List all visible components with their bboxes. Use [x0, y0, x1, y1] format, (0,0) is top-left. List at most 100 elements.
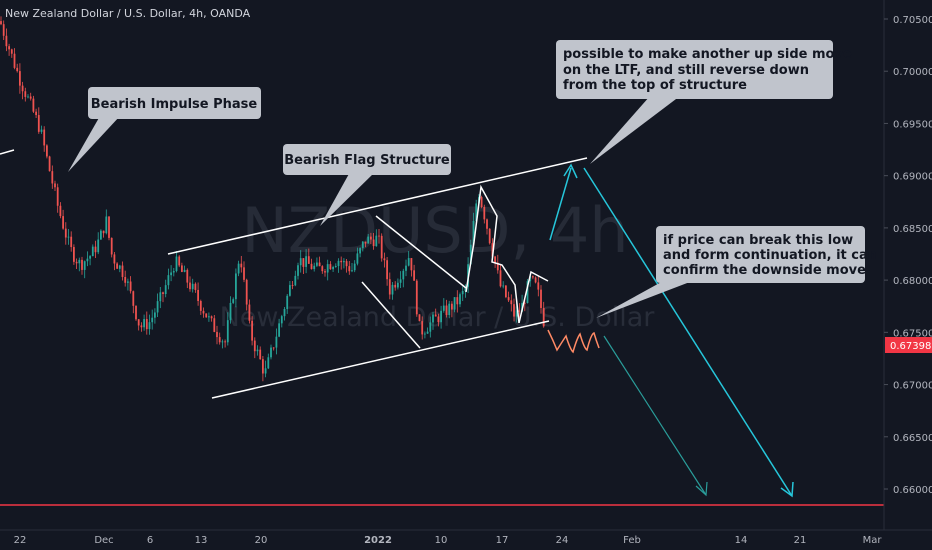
candle-body	[262, 359, 264, 374]
time-tick-label: Mar	[863, 535, 883, 546]
candle-body	[356, 253, 359, 264]
candle-body	[48, 156, 51, 172]
candle-body	[353, 263, 356, 271]
candle-body	[410, 258, 413, 271]
candle-body	[127, 281, 129, 283]
candle-body	[345, 261, 348, 267]
time-tick-label: 22	[14, 535, 27, 546]
candle-body	[116, 263, 118, 269]
candle-body	[129, 281, 132, 292]
candle-body	[507, 297, 510, 301]
candle-body	[237, 263, 240, 274]
candle-body	[194, 283, 197, 290]
candle-body	[367, 236, 370, 244]
candle-body	[40, 129, 43, 132]
candle-body	[208, 316, 210, 318]
time-tick-label: Feb	[623, 535, 641, 546]
candle-body	[121, 265, 124, 277]
price-tick-label: 0.68500	[893, 224, 932, 235]
price-tick-label: 0.68000	[893, 276, 932, 287]
price-tick-label: 0.67000	[893, 381, 932, 392]
candle-body	[156, 301, 159, 313]
swing-line-b	[361, 281, 421, 349]
candle-body	[181, 265, 183, 272]
candle-body	[515, 310, 518, 317]
swing-line-a	[375, 215, 467, 289]
projection-up-arrowhead	[563, 163, 578, 179]
candle-body	[456, 297, 459, 305]
callout-breakdown-line-1: if price can break this low	[663, 233, 853, 248]
candle-body	[534, 277, 537, 283]
candle-body	[46, 145, 48, 157]
candle-body	[19, 71, 21, 86]
candle-body	[370, 236, 372, 240]
candle-body	[159, 292, 162, 302]
candle-body	[421, 321, 424, 335]
candle-body	[424, 333, 426, 335]
candle-body	[216, 331, 218, 338]
candle-body	[302, 258, 305, 267]
candle-body	[89, 256, 91, 259]
candle-body	[232, 299, 235, 303]
candle-body	[8, 46, 10, 50]
candle-body	[13, 53, 16, 68]
candle-body	[100, 230, 102, 240]
candle-body	[286, 295, 289, 310]
candle-body	[29, 96, 32, 99]
candle-body	[73, 247, 75, 262]
time-axis[interactable]: 22 Dec 6 13 20 2022 10 17 24 Feb 14 21 Mar	[14, 535, 883, 546]
callout-flag[interactable]: Bearish Flag Structure	[283, 144, 451, 226]
candle-body	[453, 297, 456, 310]
candle-body	[537, 282, 540, 290]
candle-body	[418, 314, 421, 322]
candle-body	[124, 276, 127, 283]
callout-impulse[interactable]: Bearish Impulse Phase	[68, 87, 261, 172]
callout-breakdown[interactable]: if price can break this low and form con…	[596, 226, 877, 318]
candle-body	[218, 337, 221, 343]
candle-body	[172, 271, 175, 273]
candle-body	[540, 289, 542, 308]
candle-body	[62, 216, 64, 229]
candle-body	[505, 285, 507, 298]
candle-body	[75, 261, 78, 264]
candle-body	[97, 239, 100, 253]
impulse-trendline	[0, 149, 15, 155]
candle-body	[229, 302, 232, 321]
price-axis[interactable]: 0.70500 0.70000 0.69500 0.69000 0.68500 0.680…	[884, 15, 932, 496]
candle-body	[86, 258, 89, 262]
projection-alt-arrowhead	[695, 481, 708, 497]
channel-upper-line[interactable]	[167, 157, 588, 255]
candle-body	[364, 241, 367, 244]
time-tick-label: 20	[255, 535, 268, 546]
channel-lower-line[interactable]	[211, 320, 550, 399]
time-tick-label: 2022	[364, 535, 392, 546]
candle-body	[83, 261, 86, 270]
candle-body	[37, 115, 40, 132]
candle-body	[248, 304, 251, 321]
callout-upside[interactable]: possible to make another up side move on…	[556, 40, 852, 164]
candle-body	[251, 320, 253, 341]
candle-body	[164, 285, 167, 294]
candle-body	[488, 228, 491, 244]
candle-body	[67, 236, 70, 238]
candle-body	[283, 309, 286, 317]
candle-body	[43, 129, 46, 146]
candle-body	[375, 235, 378, 247]
candle-body	[299, 258, 302, 266]
candle-body	[51, 171, 54, 184]
candle-body	[502, 285, 505, 287]
candle-body	[469, 244, 472, 265]
candle-body	[294, 275, 297, 286]
candle-body	[451, 303, 453, 310]
candle-body	[340, 260, 343, 263]
candle-body	[459, 294, 461, 305]
candle-body	[464, 286, 467, 292]
last-price-badge: 0.67398	[885, 337, 932, 353]
candle-body	[245, 279, 248, 305]
candle-body	[175, 256, 178, 272]
candle-body	[361, 241, 364, 249]
candle-body	[383, 258, 386, 261]
candle-body	[154, 312, 156, 318]
candle-body	[189, 282, 191, 290]
